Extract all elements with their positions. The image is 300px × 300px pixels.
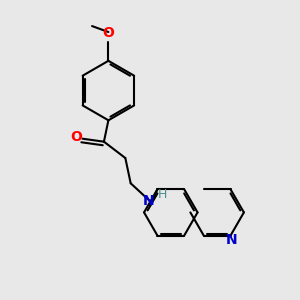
Text: N: N xyxy=(225,233,237,247)
Text: H: H xyxy=(158,188,167,201)
Text: N: N xyxy=(143,194,154,208)
Text: O: O xyxy=(103,26,114,40)
Text: O: O xyxy=(70,130,82,144)
